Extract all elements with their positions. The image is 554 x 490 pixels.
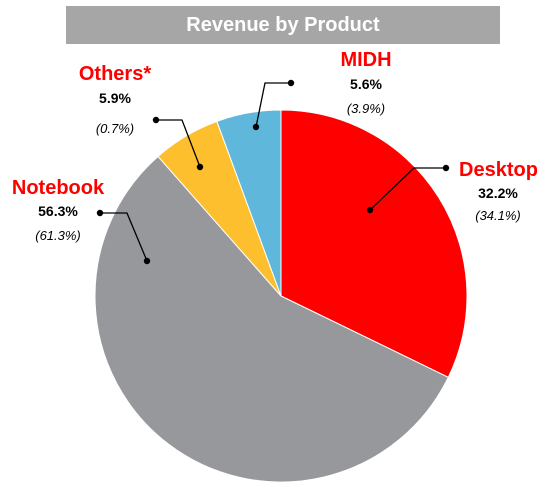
slice-percent-notebook: 56.3% xyxy=(38,203,78,219)
leader-dot-midh-outer xyxy=(287,79,295,87)
slice-percent-others: 5.9% xyxy=(99,90,131,106)
leader-line-desktop xyxy=(369,167,446,211)
slice-name-desktop: Desktop xyxy=(459,159,538,181)
slice-name-midh: MIDH xyxy=(340,49,391,71)
slice-desktop xyxy=(280,109,468,378)
slice-midh xyxy=(216,109,282,297)
leader-dot-notebook-outer xyxy=(96,209,104,217)
leader-dot-desktop-inner xyxy=(366,206,374,214)
leader-line-midh xyxy=(255,82,291,128)
leader-lines xyxy=(96,79,450,265)
leader-line-others xyxy=(156,119,201,168)
leader-dot-others-inner xyxy=(196,163,204,171)
leader-line-notebook xyxy=(100,212,148,262)
chart-title: Revenue by Product xyxy=(66,6,500,44)
slice-notebook xyxy=(94,155,449,483)
slice-labels: Desktop 32.2% (34.1%) Notebook 56.3% (61.3%) O… xyxy=(12,49,538,243)
slice-prior-desktop: (34.1%) xyxy=(475,208,521,223)
slice-prior-others: (0.7%) xyxy=(96,121,134,136)
slice-name-others: Others* xyxy=(79,63,151,85)
pie-slices xyxy=(94,109,468,483)
slice-percent-midh: 5.6% xyxy=(350,76,382,92)
leader-dot-desktop-outer xyxy=(442,164,450,172)
leader-dot-others-outer xyxy=(152,116,160,124)
slice-name-notebook: Notebook xyxy=(12,177,105,199)
slice-percent-desktop: 32.2% xyxy=(478,185,518,201)
leader-dot-midh-inner xyxy=(252,123,260,131)
leader-dot-notebook-inner xyxy=(143,257,151,265)
slice-prior-notebook: (61.3%) xyxy=(35,228,81,243)
slice-prior-midh: (3.9%) xyxy=(347,101,385,116)
